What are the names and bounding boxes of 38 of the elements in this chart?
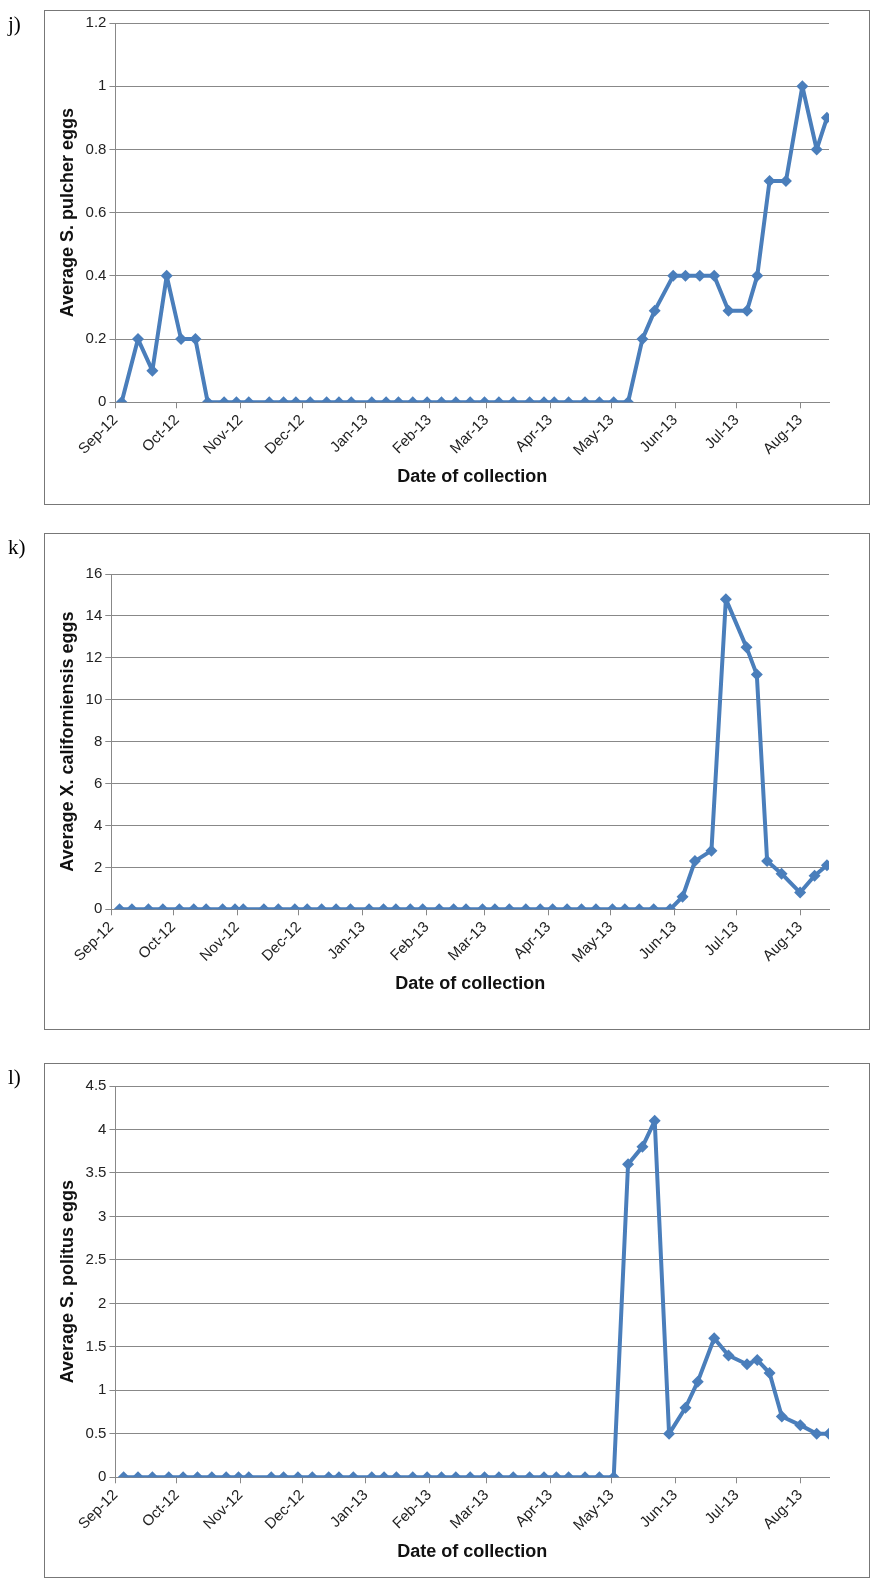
- y-tick-label: 0: [98, 1467, 107, 1485]
- y-tick-label: 0: [93, 899, 103, 917]
- y-tick-label: 1: [98, 76, 107, 94]
- y-axis-title: Average X. californiensis eggs: [56, 611, 77, 872]
- y-tick-label: 3: [98, 1206, 107, 1224]
- y-tick-label: 1.5: [85, 1337, 107, 1355]
- y-tick-label: 12: [85, 647, 103, 665]
- y-tick-label: 0.8: [85, 139, 107, 157]
- text: k): [8, 535, 26, 560]
- y-tick-label: 6: [93, 773, 103, 791]
- text: j): [8, 12, 21, 37]
- y-tick-label: 0.6: [85, 202, 107, 220]
- y-tick-label: 2: [98, 1293, 107, 1311]
- x-axis-title: Date of collection: [397, 466, 548, 487]
- y-tick-label: 14: [85, 606, 103, 624]
- y-tick-label: 2: [93, 857, 103, 875]
- y-tick-label: 0.4: [85, 266, 107, 284]
- y-tick-label: 4.5: [85, 1076, 107, 1094]
- y-axis-title: Average S. pulcher eggs: [56, 107, 77, 318]
- point: [648, 304, 661, 317]
- y-tick-label: 0: [98, 392, 107, 410]
- y-tick-label: 1.2: [85, 13, 107, 31]
- y-tick-label: 3.5: [85, 1163, 107, 1181]
- y-tick-label: 8: [93, 731, 103, 749]
- y-tick-label: 16: [85, 564, 103, 582]
- x-axis-title: Date of collection: [395, 973, 546, 994]
- x-axis-title: Date of collection: [397, 1541, 548, 1562]
- y-tick-label: 4: [93, 815, 103, 833]
- y-axis-title: Average S. politus eggs: [56, 1179, 77, 1384]
- y-tick-label: 2.5: [85, 1250, 107, 1268]
- y-tick-label: 0.5: [85, 1423, 107, 1441]
- y-tick-label: 1: [98, 1380, 107, 1398]
- y-tick-label: 4: [98, 1119, 107, 1137]
- y-tick-label: 10: [85, 689, 103, 707]
- y-tick-label: 0.2: [85, 329, 107, 347]
- point: [740, 641, 753, 654]
- point: [708, 269, 721, 282]
- text: l): [8, 1065, 21, 1090]
